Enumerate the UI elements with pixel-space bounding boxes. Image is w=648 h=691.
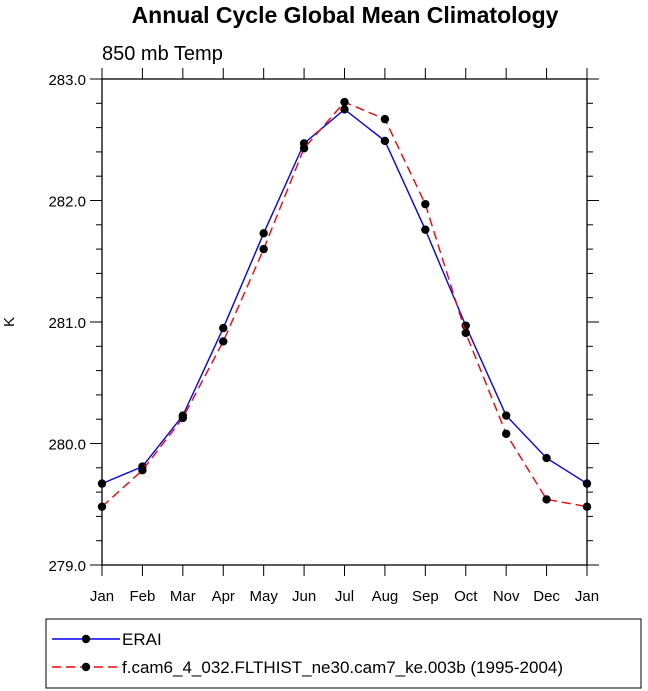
y-tick-label: 280.0 xyxy=(48,437,86,454)
legend-label: ERAI xyxy=(122,630,162,649)
series-line xyxy=(101,108,588,485)
data-point xyxy=(178,413,188,423)
data-point xyxy=(380,114,390,124)
y-axis-label: K xyxy=(1,317,18,327)
data-point xyxy=(380,136,390,146)
plot-frame xyxy=(101,78,588,566)
y-tick-label: 281.0 xyxy=(48,315,86,332)
x-tick-label: Jan xyxy=(575,588,599,605)
chart-subtitle: 850 mb Temp xyxy=(102,43,223,65)
x-tick-label: Jun xyxy=(292,588,316,605)
x-tick-label: Dec xyxy=(533,588,560,605)
data-point xyxy=(582,502,592,511)
x-tick-label: Feb xyxy=(129,588,155,605)
y-tick-label: 282.0 xyxy=(48,194,86,211)
x-tick-label: Aug xyxy=(372,588,399,605)
data-point xyxy=(582,479,592,488)
legend-box xyxy=(45,618,642,689)
x-tick-label: Apr xyxy=(212,588,235,605)
data-point xyxy=(97,502,107,511)
data-point xyxy=(340,105,349,114)
chart-title: Annual Cycle Global Mean Climatology xyxy=(132,2,559,28)
data-point xyxy=(219,323,228,333)
x-tick-label: Sep xyxy=(412,588,439,605)
data-point xyxy=(259,244,268,254)
data-point xyxy=(542,495,551,504)
x-tick-label: Jan xyxy=(90,588,114,605)
data-point xyxy=(542,453,551,463)
series-line xyxy=(101,101,588,508)
x-tick-label: Mar xyxy=(170,588,196,605)
x-tick-label: May xyxy=(249,588,278,605)
y-tick-label: 283.0 xyxy=(48,72,86,89)
series-1 xyxy=(97,105,592,488)
legend-entry-2: f.cam6_4_032.FLTHIST_ne30.cam7_ke.003b (… xyxy=(52,658,563,677)
x-tick-label: Nov xyxy=(493,588,520,605)
y-tick-label: 279.0 xyxy=(48,558,86,575)
legend-entry-1: ERAI xyxy=(52,630,162,649)
data-point xyxy=(299,144,309,153)
data-point xyxy=(461,328,470,338)
series-layer xyxy=(97,97,592,511)
data-point xyxy=(97,479,107,488)
data-point xyxy=(501,429,511,438)
legend-label: f.cam6_4_032.FLTHIST_ne30.cam7_ke.003b (… xyxy=(122,658,563,677)
data-point xyxy=(138,466,147,475)
axis-ticks xyxy=(90,68,599,576)
legend: ERAI f.cam6_4_032.FLTHIST_ne30.cam7_ke.00… xyxy=(45,618,642,689)
x-tick-label: Jul xyxy=(335,588,354,605)
data-point xyxy=(219,337,228,346)
plot-border xyxy=(101,78,588,566)
data-point xyxy=(421,225,430,234)
data-point xyxy=(259,229,268,238)
legend-marker xyxy=(81,634,91,644)
legend-marker xyxy=(81,662,91,672)
series-2 xyxy=(97,97,592,511)
x-tick-label: Oct xyxy=(454,588,478,605)
data-point xyxy=(421,199,430,209)
data-point xyxy=(501,411,511,420)
data-point xyxy=(340,97,349,107)
tick-labels: 279.0 280.0 281.0 282.0 283.0 Jan Feb Mar Apr May… xyxy=(48,72,599,605)
